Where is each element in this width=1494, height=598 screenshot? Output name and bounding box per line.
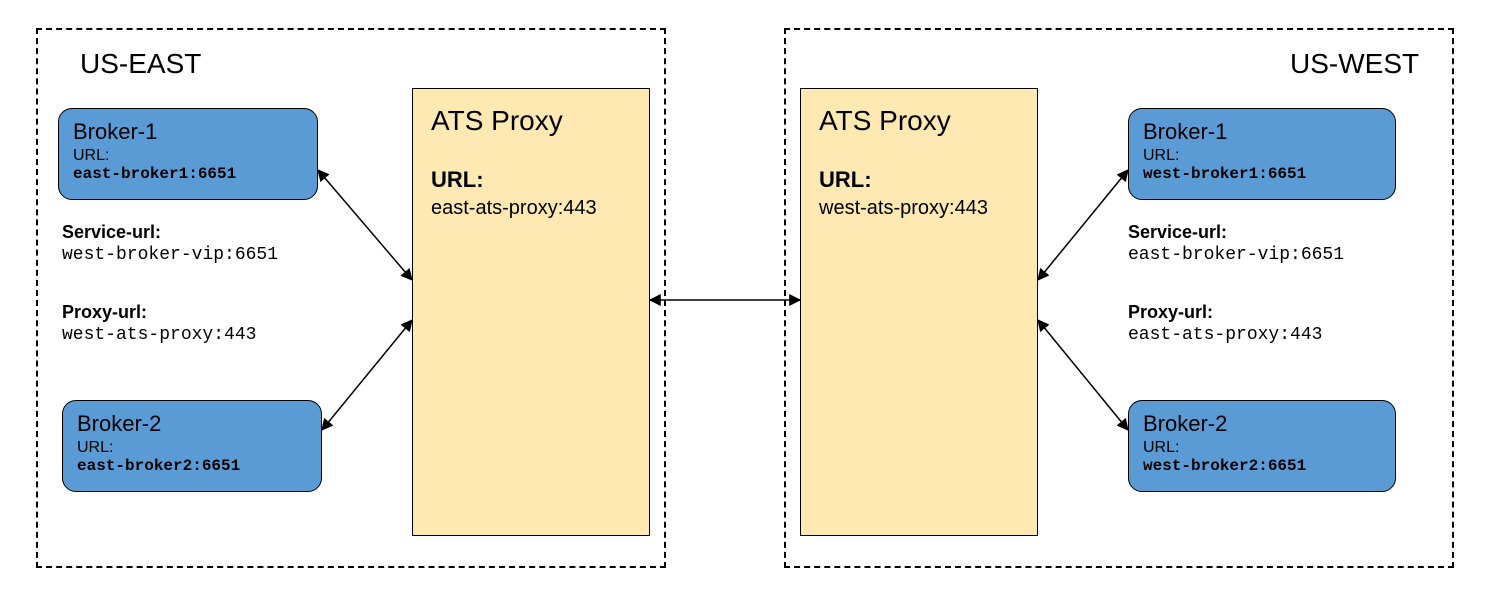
proxy-east: ATS Proxy URL: east-ats-proxy:443 <box>412 88 650 536</box>
broker-east-2: Broker-2 URL: east-broker2:6651 <box>62 400 322 492</box>
diagram-canvas: US-EAST Broker-1 URL: east-broker1:6651 … <box>0 0 1494 598</box>
broker-east-2-title: Broker-2 <box>77 411 307 437</box>
broker-west-1: Broker-1 URL: west-broker1:6651 <box>1128 108 1396 200</box>
broker-east-1-sub: URL: <box>73 147 303 165</box>
broker-east-2-sub: URL: <box>77 439 307 457</box>
broker-west-1-title: Broker-1 <box>1143 119 1381 145</box>
east-service-label: Service-url: <box>62 222 161 242</box>
proxy-east-url: east-ats-proxy:443 <box>431 197 631 220</box>
west-service-url: Service-url: east-broker-vip:6651 <box>1128 222 1344 265</box>
west-proxy-url-meta: Proxy-url: east-ats-proxy:443 <box>1128 302 1322 345</box>
west-proxyurl-label: Proxy-url: <box>1128 302 1213 322</box>
west-proxyurl-value: east-ats-proxy:443 <box>1128 325 1322 345</box>
east-proxy-url-meta: Proxy-url: west-ats-proxy:443 <box>62 302 256 345</box>
broker-west-1-sub: URL: <box>1143 147 1381 165</box>
broker-west-2-title: Broker-2 <box>1143 411 1381 437</box>
east-service-value: west-broker-vip:6651 <box>62 245 278 265</box>
region-title-east: US-EAST <box>80 48 201 80</box>
proxy-west-url-label: URL: <box>819 167 1019 193</box>
region-title-west: US-WEST <box>1290 48 1419 80</box>
broker-east-1-url: east-broker1:6651 <box>73 165 303 183</box>
east-proxyurl-value: west-ats-proxy:443 <box>62 325 256 345</box>
proxy-west: ATS Proxy URL: west-ats-proxy:443 <box>800 88 1038 536</box>
west-service-label: Service-url: <box>1128 222 1227 242</box>
proxy-east-url-label: URL: <box>431 167 631 193</box>
broker-east-1-title: Broker-1 <box>73 119 303 145</box>
broker-west-2-url: west-broker2:6651 <box>1143 457 1381 475</box>
east-proxyurl-label: Proxy-url: <box>62 302 147 322</box>
proxy-west-url: west-ats-proxy:443 <box>819 197 1019 220</box>
proxy-east-title: ATS Proxy <box>431 105 631 137</box>
proxy-west-title: ATS Proxy <box>819 105 1019 137</box>
broker-east-1: Broker-1 URL: east-broker1:6651 <box>58 108 318 200</box>
west-service-value: east-broker-vip:6651 <box>1128 245 1344 265</box>
broker-east-2-url: east-broker2:6651 <box>77 457 307 475</box>
broker-west-2: Broker-2 URL: west-broker2:6651 <box>1128 400 1396 492</box>
broker-west-2-sub: URL: <box>1143 439 1381 457</box>
broker-west-1-url: west-broker1:6651 <box>1143 165 1381 183</box>
east-service-url: Service-url: west-broker-vip:6651 <box>62 222 278 265</box>
